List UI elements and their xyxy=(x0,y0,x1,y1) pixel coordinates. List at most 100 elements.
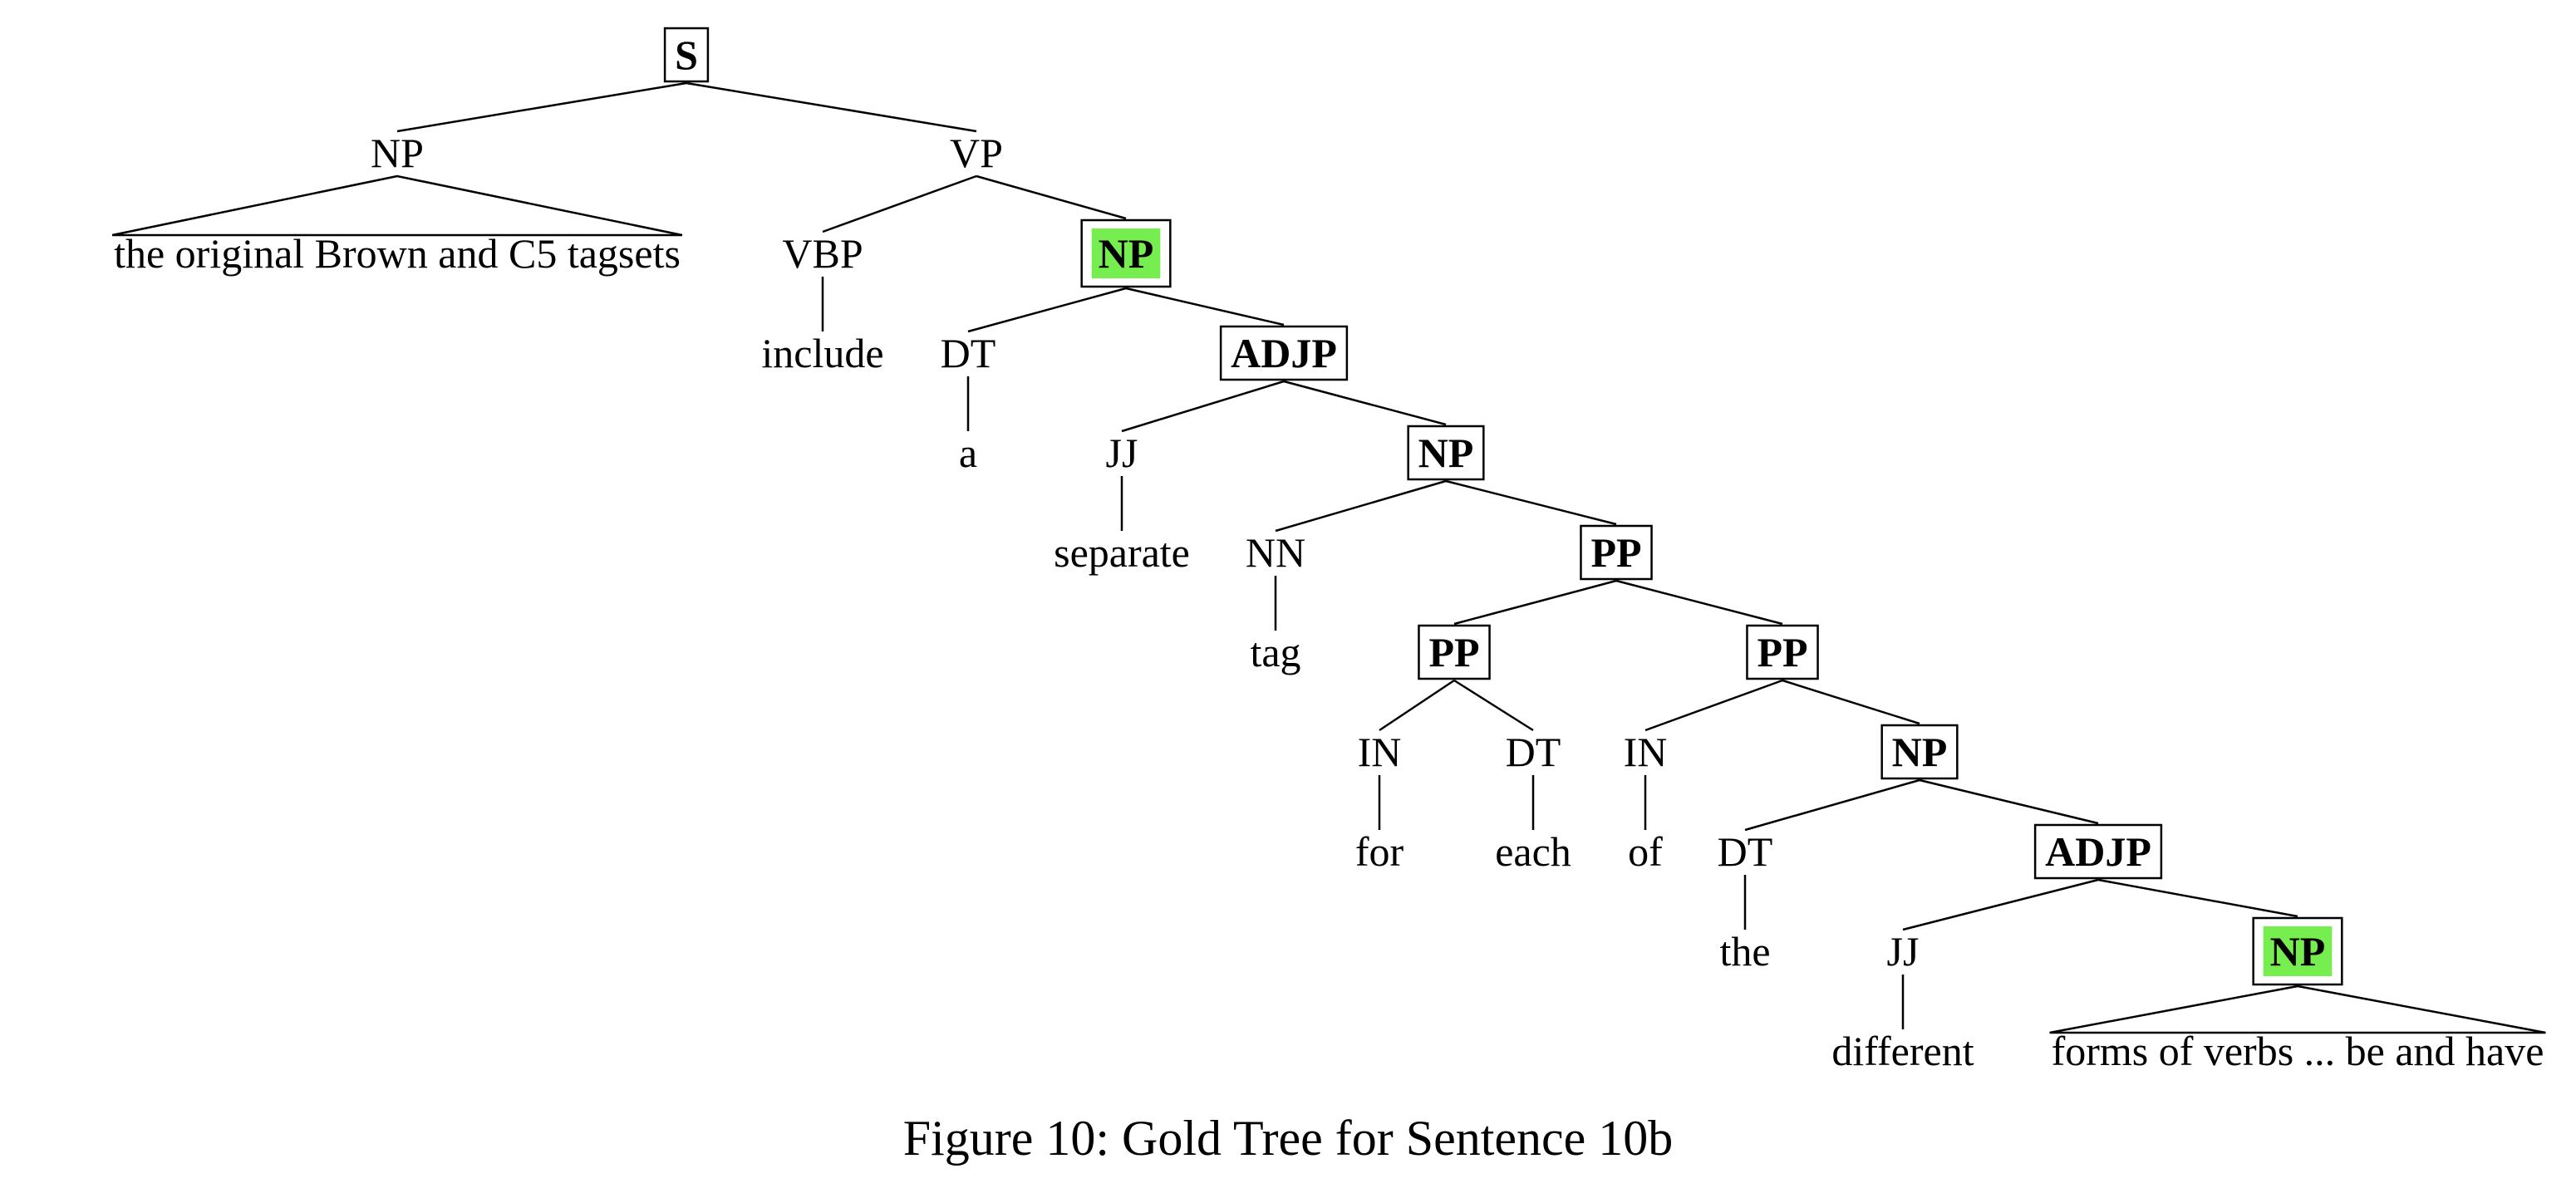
tree-leaf: the xyxy=(1719,928,1770,975)
tree-edge xyxy=(1644,679,1783,732)
tree-node: JJ xyxy=(1887,928,1920,975)
tree-node: PP xyxy=(1418,624,1491,680)
node-label: IN xyxy=(1358,729,1402,775)
node-label: JJ xyxy=(1887,928,1920,975)
node-label: VBP xyxy=(782,230,863,277)
tree-leaf: tag xyxy=(1250,629,1300,675)
tree-edge xyxy=(1902,878,2099,931)
tree-edge xyxy=(1615,579,1783,626)
tree-node: NP xyxy=(1880,724,1959,780)
tree-edge xyxy=(822,174,977,233)
node-label: S xyxy=(675,32,698,78)
tree-edge xyxy=(1121,380,1285,433)
leaf-text: forms of verbs ... be and have xyxy=(2052,1028,2544,1074)
tree-leaf: separate xyxy=(1054,529,1190,576)
leaf-text: separate xyxy=(1054,529,1190,576)
tree-edge xyxy=(1283,380,1447,426)
leaf-text: include xyxy=(761,330,883,376)
tree-node: DT xyxy=(1506,729,1561,775)
tree-edge xyxy=(1453,679,1534,732)
figure-caption: Figure 10: Gold Tree for Sentence 10b xyxy=(902,1111,1674,1166)
leaf-text: a xyxy=(959,430,977,476)
tree-node: JJ xyxy=(1106,430,1138,476)
tree-leaf: the original Brown and C5 tagsets xyxy=(114,230,681,277)
leaf-text: different xyxy=(1831,1028,1974,1074)
node-label: NP xyxy=(1418,430,1474,476)
tree-triangle xyxy=(111,174,683,237)
tree-leaf: each xyxy=(1495,828,1571,875)
node-label: NP xyxy=(2270,928,2326,975)
node-box xyxy=(1746,624,1819,680)
tree-edge xyxy=(1782,679,1920,725)
leaf-text: for xyxy=(1355,828,1404,875)
node-label: DT xyxy=(941,330,996,376)
tree-edge xyxy=(686,81,977,133)
tree-edges xyxy=(111,81,2546,1034)
tree-node: NP xyxy=(371,130,424,176)
tree-leaf: for xyxy=(1355,828,1404,875)
leaf-text: of xyxy=(1628,828,1663,875)
tree-node: VBP xyxy=(782,230,863,277)
tree-leaf: of xyxy=(1628,828,1663,875)
tree-node: ADJP xyxy=(1219,325,1349,381)
tree-edge xyxy=(1275,479,1447,533)
tree-node: VP xyxy=(950,130,1003,176)
tree-node: PP xyxy=(1746,624,1819,680)
node-box xyxy=(2252,916,2343,986)
tree-nodes: S NP VP the original Brown and C5 tagsets VB… xyxy=(114,27,2544,1074)
node-label: NP xyxy=(1099,230,1154,277)
node-label: PP xyxy=(1428,629,1479,675)
node-box xyxy=(1219,325,1349,381)
node-label: ADJP xyxy=(1231,330,1337,376)
node-label: NN xyxy=(1246,529,1305,576)
tree-edge xyxy=(1445,479,1617,526)
parse-tree: S NP VP the original Brown and C5 tagsets VB… xyxy=(111,27,2546,1074)
tree-node: DT xyxy=(1718,828,1773,875)
tree-edge xyxy=(1379,679,1455,732)
tree-leaf: include xyxy=(761,330,883,376)
leaf-text: the xyxy=(1719,928,1770,975)
tree-node: DT xyxy=(941,330,996,376)
tree-edge xyxy=(1744,778,1920,832)
tree-node: IN xyxy=(1624,729,1668,775)
node-label: ADJP xyxy=(2045,828,2151,875)
node-box xyxy=(1880,724,1959,780)
node-box xyxy=(1407,425,1485,481)
node-label: DT xyxy=(1718,828,1773,875)
node-box xyxy=(1080,218,1172,288)
tree-edge xyxy=(1919,778,2099,825)
tree-leaf: a xyxy=(959,430,977,476)
tree-node: NP xyxy=(2252,916,2343,986)
tree-edge xyxy=(1125,287,1285,327)
leaf-text: tag xyxy=(1250,629,1300,675)
node-label: VP xyxy=(950,130,1003,176)
node-box xyxy=(2033,823,2163,880)
node-label: NP xyxy=(1892,729,1948,775)
tree-node: NN xyxy=(1246,529,1305,576)
tree-leaf: forms of verbs ... be and have xyxy=(2052,1028,2544,1074)
leaf-text: each xyxy=(1495,828,1571,875)
tree-node: NP xyxy=(1407,425,1485,481)
leaf-text: the original Brown and C5 tagsets xyxy=(114,230,681,277)
tree-triangle xyxy=(2049,984,2546,1034)
node-highlight xyxy=(1091,228,1161,278)
tree-edge xyxy=(1453,579,1617,626)
tree-edge xyxy=(976,174,1127,220)
node-highlight xyxy=(2263,926,2333,976)
node-label: NP xyxy=(371,130,424,176)
node-box xyxy=(663,27,710,83)
tree-edge xyxy=(967,287,1127,333)
tree-node: NP xyxy=(1080,218,1172,288)
tree-node: S xyxy=(663,27,710,83)
node-box xyxy=(1580,524,1653,581)
tree-leaf: different xyxy=(1831,1028,1974,1074)
node-box xyxy=(1418,624,1491,680)
node-label: PP xyxy=(1757,629,1807,675)
tree-node: IN xyxy=(1358,729,1402,775)
tree-node: ADJP xyxy=(2033,823,2163,880)
node-label: JJ xyxy=(1106,430,1138,476)
tree-edge xyxy=(2097,878,2298,918)
tree-edge xyxy=(396,81,687,133)
node-label: PP xyxy=(1590,529,1641,576)
tree-node: PP xyxy=(1580,524,1653,581)
